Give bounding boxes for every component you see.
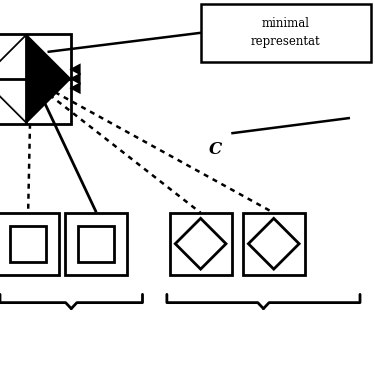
Text: C: C: [209, 141, 222, 159]
Polygon shape: [69, 82, 81, 94]
Text: minimal
representat: minimal representat: [251, 17, 321, 48]
Polygon shape: [0, 36, 26, 122]
Polygon shape: [26, 36, 69, 122]
Polygon shape: [0, 36, 69, 79]
Polygon shape: [69, 63, 81, 75]
Polygon shape: [201, 4, 371, 62]
Polygon shape: [69, 73, 81, 85]
Polygon shape: [0, 79, 69, 122]
